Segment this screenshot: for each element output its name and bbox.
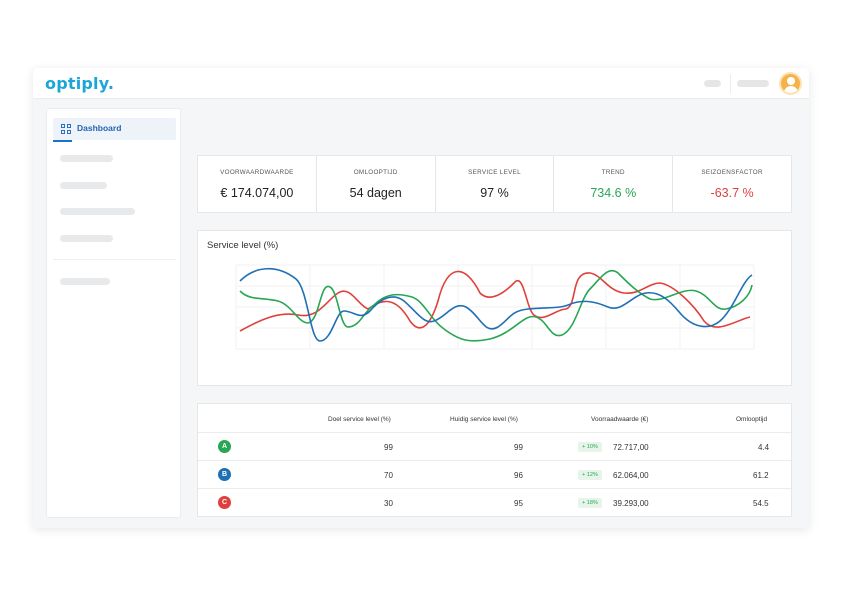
sidebar-item-placeholder[interactable]: [60, 155, 113, 162]
active-indicator: [53, 140, 72, 142]
cell-voorraadwaarde: 72.717,00: [613, 443, 649, 452]
kpi-value: 97 %: [480, 186, 509, 200]
kpi-label: OMLOOPTIJD: [353, 169, 398, 176]
series-line-red: [239, 270, 751, 332]
dashboard-grid-icon: [61, 124, 71, 134]
topbar-divider: [730, 74, 731, 93]
kpi-label: SERVICE LEVEL: [468, 169, 521, 176]
service-level-chart-card: Service level (%): [197, 230, 792, 386]
column-header[interactable]: Omlooptijd: [736, 416, 768, 423]
kpi-omlooptijd: OMLOOPTIJD 54 dagen: [317, 156, 436, 212]
trend-badge: + 18%: [578, 498, 602, 508]
kpi-voorraadwaarde: VOORWAARDWAARDE € 174.074,00: [198, 156, 317, 212]
sidebar: Dashboard: [46, 108, 181, 518]
series-line-blue: [239, 268, 753, 342]
series-line-green: [239, 269, 753, 342]
kpi-seizoensfactor: SEIZOENSFACTOR -63.7 %: [673, 156, 791, 212]
chart-grid: [235, 264, 755, 350]
service-level-chart: [235, 264, 755, 350]
cell-doel: 70: [384, 471, 393, 480]
sidebar-item-label: Dashboard: [77, 123, 122, 133]
user-avatar[interactable]: [779, 72, 802, 95]
sidebar-item-placeholder[interactable]: [60, 208, 135, 215]
cell-huidig: 99: [514, 443, 523, 452]
sidebar-item-placeholder[interactable]: [60, 278, 110, 285]
cell-doel: 99: [384, 443, 393, 452]
top-bar: optiply.: [33, 68, 809, 99]
cell-doel: 30: [384, 499, 393, 508]
kpi-row: VOORWAARDWAARDE € 174.074,00 OMLOOPTIJD …: [197, 155, 792, 213]
cell-omlooptijd: 4.4: [758, 443, 770, 452]
cell-voorraadwaarde: 62.064,00: [613, 471, 649, 480]
app-logo[interactable]: optiply.: [45, 74, 115, 93]
sidebar-item-placeholder[interactable]: [60, 235, 113, 242]
trend-badge: + 12%: [578, 470, 602, 480]
cell-voorraadwaarde: 39.293,00: [613, 499, 649, 508]
topbar-placeholder-long: [737, 80, 769, 87]
cell-huidig: 95: [514, 499, 523, 508]
column-header[interactable]: Huidig service level (%): [450, 416, 518, 423]
kpi-value: € 174.074,00: [220, 186, 294, 200]
table-row[interactable]: C 30 95 + 18% 39.293,00 54.5: [198, 488, 791, 516]
segment-badge: A: [218, 440, 231, 453]
app-window: optiply. Dashboard VOORWAARDWAARDE € 174…: [33, 68, 809, 528]
segment-badge: B: [218, 468, 231, 481]
chart-title: Service level (%): [207, 240, 279, 251]
column-header[interactable]: Doel service level (%): [328, 416, 391, 423]
topbar-placeholder-short: [704, 80, 721, 87]
kpi-value: 54 dagen: [349, 186, 402, 200]
trend-badge: + 10%: [578, 442, 602, 452]
kpi-trend: TREND 734.6 %: [554, 156, 674, 212]
sidebar-divider: [53, 259, 176, 260]
segment-table: Doel service level (%) Huidig service le…: [197, 403, 792, 517]
kpi-value: 734.6 %: [590, 186, 637, 200]
avatar-head: [787, 77, 795, 85]
table-row[interactable]: B 70 96 + 12% 62.064,00 61.2: [198, 460, 791, 488]
cell-huidig: 96: [514, 471, 523, 480]
kpi-service-level: SERVICE LEVEL 97 %: [436, 156, 555, 212]
cell-omlooptijd: 61.2: [753, 471, 769, 480]
kpi-label: SEIZOENSFACTOR: [701, 169, 763, 176]
segment-badge: C: [218, 496, 231, 509]
sidebar-item-dashboard[interactable]: Dashboard: [53, 118, 176, 140]
table-row[interactable]: A 99 99 + 10% 72.717,00 4.4: [198, 432, 791, 460]
kpi-value: -63.7 %: [710, 186, 754, 200]
kpi-label: TREND: [601, 169, 625, 176]
sidebar-item-placeholder[interactable]: [60, 182, 107, 189]
cell-omlooptijd: 54.5: [753, 499, 769, 508]
kpi-label: VOORWAARDWAARDE: [220, 169, 294, 176]
column-header[interactable]: Voorraadwaarde (€): [591, 416, 649, 423]
avatar-body: [784, 86, 798, 93]
